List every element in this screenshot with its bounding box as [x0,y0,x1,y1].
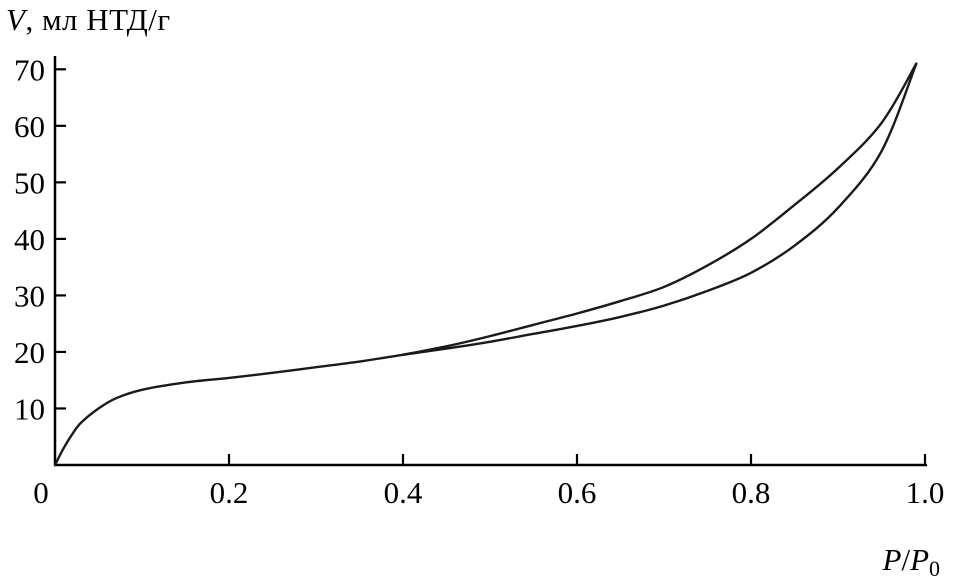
x-tick-label: 0.4 [384,475,423,510]
x-tick-label: 0 [33,475,49,510]
y-tick-label: 10 [14,391,45,426]
x-tick-label: 1.0 [906,475,945,510]
y-tick-label: 20 [14,335,45,370]
chart-title-units: , мл НТД/г [25,2,171,37]
y-tick-label: 50 [14,165,45,200]
y-tick-label: 30 [14,278,45,313]
desorption-curve [401,62,918,356]
y-tick-label: 70 [14,52,45,87]
adsorption-curve [53,62,918,467]
y-tick-label: 40 [14,222,45,257]
x-tick-label: 0.8 [732,475,771,510]
y-tick-label: 60 [14,109,45,144]
x-tick-label: 0.6 [558,475,597,510]
x-axis-label-subscript: 0 [929,556,940,581]
chart-title-variable: V [6,2,26,37]
x-axis-label-slash: / [901,542,911,577]
x-axis-label: P/P0 [882,542,941,581]
x-axis-label-p1: P [882,542,902,577]
x-axis-label-p2: P [910,542,929,577]
x-tick-label: 0.2 [210,475,249,510]
chart-title: V, мл НТД/г [6,2,171,38]
